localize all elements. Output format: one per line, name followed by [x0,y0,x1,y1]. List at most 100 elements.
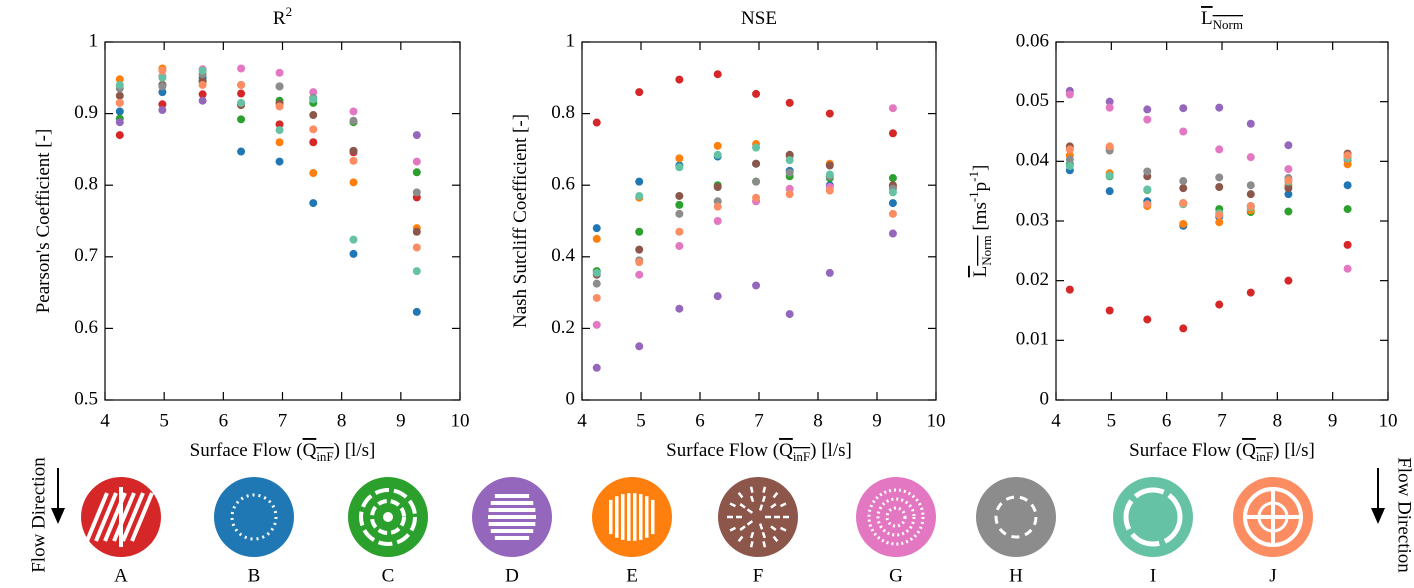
data-point [675,154,684,163]
data-point [309,111,318,120]
legend-label: D [505,565,519,586]
data-point [198,96,207,105]
data-point [713,70,722,79]
data-point [675,200,684,209]
data-point [158,82,167,91]
grate-slot [885,506,907,528]
data-point [115,91,124,100]
chart-title: R2 [273,4,292,29]
data-point [1246,119,1255,128]
text-part: ) [l/s] [810,440,852,461]
grate-slot [729,502,737,508]
text-part: NSE [741,8,777,29]
grate-slot [490,529,534,533]
text-part: p [970,182,991,192]
data-point [713,292,722,301]
data-point [785,156,794,165]
data-point [1179,177,1188,186]
grate-slot [750,495,755,503]
data-point [349,156,358,165]
text-part: [ms [970,202,991,235]
data-point [198,66,207,75]
grate-slot [739,503,746,509]
data-point [675,242,684,251]
text-part: L [970,266,991,278]
data-point [349,178,358,187]
grate-slot [609,499,613,535]
data-point [592,224,601,233]
data-point [1179,324,1188,333]
y-tick-label: 0 [566,388,576,409]
data-point [752,177,761,186]
data-point [592,293,601,302]
data-point [635,270,644,279]
data-point [1065,90,1074,99]
grate-slot [867,488,925,546]
y-tick-label: 0.6 [551,174,575,195]
y-tick-label: 0.03 [1016,209,1049,230]
grate-slot [112,492,136,542]
text-part: Surface Flow ( [1129,440,1242,461]
text-part: Norm [1213,17,1243,32]
grate-slot [750,531,755,539]
data-point [158,88,167,97]
text-part: -1 [966,191,981,202]
y-tick-label: 0.8 [74,174,98,195]
data-point [309,199,318,208]
data-point [1215,145,1224,154]
data-point [1215,218,1224,227]
data-point [275,68,284,77]
data-point [1105,306,1114,315]
grate-slot [761,495,766,503]
grate-slot [615,496,619,538]
text-part: inF [1256,449,1273,464]
x-tick-label: 10 [927,410,946,431]
data-point [412,188,421,197]
data-point [237,115,246,124]
grate-slot [121,492,145,542]
grate-slot [876,497,916,537]
data-point [1284,176,1293,185]
data-point [1065,145,1074,154]
data-point [1065,285,1074,294]
data-point [349,249,358,258]
grate-slot [85,492,109,542]
y-tick-label: 0.8 [551,102,575,123]
data-point [1065,155,1074,164]
grate-slot [749,486,754,493]
y-axis-label: Nash Sutcliff Coefficient [-] [510,114,531,328]
data-point [713,217,722,225]
x-tick-label: 7 [754,410,764,431]
data-point [888,104,897,113]
grate-slot [770,503,777,509]
data-point [1215,182,1224,191]
grate-slot [994,495,1038,539]
data-point [1343,160,1352,169]
legend-label: F [753,565,764,586]
data-point [1105,171,1114,180]
data-point [1143,105,1152,114]
x-tick-label: 4 [100,410,110,431]
data-point [825,109,834,118]
data-point [275,82,284,91]
grate-slot [772,535,779,543]
grate-slot [488,515,536,519]
text-part: ) [l/s] [1273,440,1315,461]
data-point [115,80,124,89]
legend-label: G [889,565,903,586]
text-part: Nash Sutcliff Coefficient [-] [510,114,531,328]
grate-slot [494,536,530,540]
data-point [412,168,421,177]
data-point [675,209,684,218]
data-point [1179,219,1188,228]
text-part: Norm [979,235,994,265]
y-tick-label: 0.04 [1016,150,1050,171]
data-point [412,243,421,252]
data-point [158,106,167,115]
data-point [1284,190,1293,199]
data-point [1215,173,1224,182]
data-point [888,199,897,208]
text-part: Surface Flow ( [666,440,779,461]
y-tick-label: 0.6 [74,317,98,338]
data-point [888,209,897,218]
